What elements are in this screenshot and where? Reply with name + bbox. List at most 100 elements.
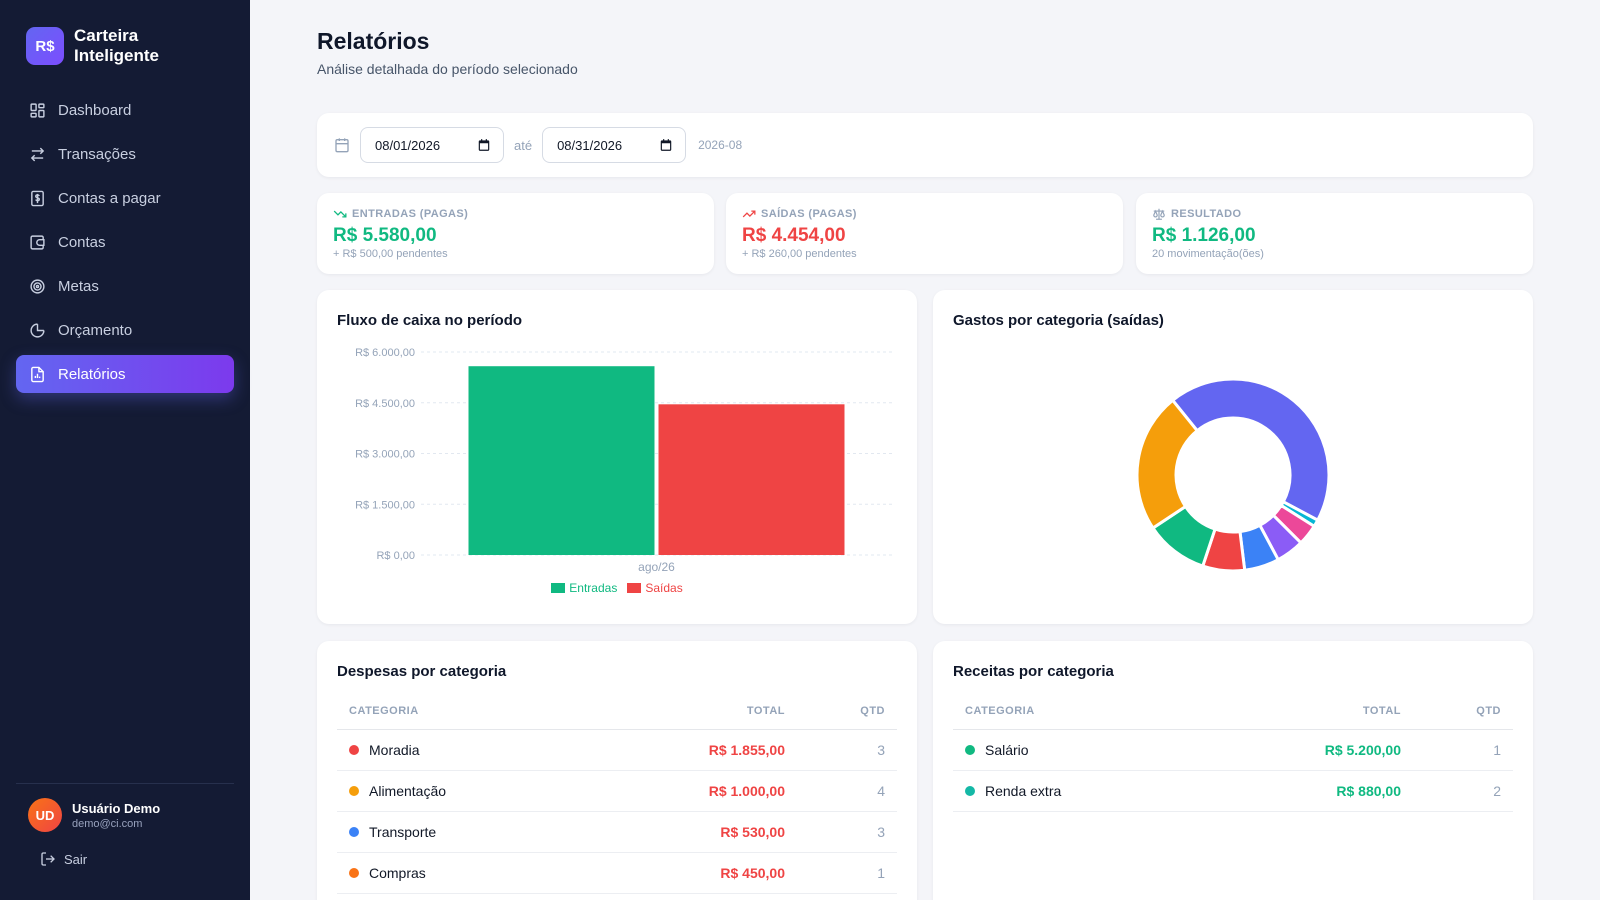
category-name: Alimentação [369, 782, 447, 799]
category-name: Compras [369, 864, 426, 881]
start-date-value: 08/01/2026 [375, 137, 441, 153]
category-dot [965, 744, 975, 755]
legend-label: Entradas [569, 581, 618, 595]
calendar-icon [334, 137, 350, 153]
sidebar-item-contas-a-pagar[interactable]: Contas a pagar [16, 179, 234, 217]
legend-label: Saídas [645, 581, 683, 595]
y-tick-label: R$ 1.500,00 [355, 499, 415, 511]
arrows-swap-icon [28, 145, 46, 163]
total-cell: R$ 1.855,00 [635, 729, 785, 771]
cashflow-bar-chart: R$ 0,00 R$ 1.500,00 R$ 3.000,00 R$ 4.500,00… [355, 347, 892, 574]
stat-sub: 20 movimentação(ões) [1152, 248, 1264, 260]
cashflow-chart-card: Fluxo de caixa no período R$ 0,00 R$ 1.50… [317, 290, 917, 624]
sidebar-item-contas[interactable]: Contas [16, 223, 234, 261]
y-tick-label: R$ 3.000,00 [355, 449, 415, 461]
qty-cell: 4 [785, 770, 897, 812]
chart-title: Fluxo de caixa no período [337, 312, 523, 329]
table-row[interactable]: Alimentação R$ 1.000,00 4 [337, 770, 897, 812]
calendar-picker-icon[interactable] [659, 138, 673, 152]
column-header[interactable]: CATEGORIA [953, 693, 1251, 730]
target-icon [28, 277, 46, 295]
expenses-table: CATEGORIA TOTAL QTD Moradia R$ 1.855,00 3 A… [337, 693, 897, 894]
sidebar-item-metas[interactable]: Metas [16, 267, 234, 305]
category-chart-card: Gastos por categoria (saídas) [933, 290, 1533, 624]
qty-cell: 1 [785, 852, 897, 894]
total-cell: R$ 5.200,00 [1251, 729, 1401, 771]
column-header[interactable]: QTD [785, 693, 897, 730]
donut-slice[interactable] [1135, 398, 1200, 531]
category-name: Renda extra [985, 782, 1062, 799]
table-title: Despesas por categoria [337, 663, 507, 680]
qty-cell: 2 [1401, 770, 1513, 812]
y-tick-label: R$ 4.500,00 [355, 398, 415, 410]
dashboard-icon [28, 101, 46, 119]
trending-down-icon [333, 207, 347, 221]
stat-card-resultado: RESULTADO R$ 1.126,00 20 movimentação(õe… [1136, 193, 1533, 274]
stat-sub: + R$ 500,00 pendentes [333, 248, 448, 260]
sidebar-item-relatorios[interactable]: Relatórios [16, 355, 234, 393]
sidebar-item-transacoes[interactable]: Transações [16, 135, 234, 173]
column-header[interactable]: TOTAL [635, 693, 785, 730]
table-row[interactable]: Renda extra R$ 880,00 2 [953, 770, 1513, 812]
total-cell: R$ 1.000,00 [635, 770, 785, 812]
sidebar-item-orcamento[interactable]: Orçamento [16, 311, 234, 349]
chart-title: Gastos por categoria (saídas) [953, 312, 1164, 329]
sidebar-item-label: Orçamento [58, 321, 133, 339]
legend-item-entradas[interactable]: Entradas [551, 581, 617, 595]
calendar-picker-icon[interactable] [477, 138, 491, 152]
legend-item-saidas[interactable]: Saídas [627, 581, 683, 595]
income-table-card: Receitas por categoria CATEGORIA TOTAL Q… [933, 641, 1533, 900]
stat-sub: + R$ 260,00 pendentes [742, 248, 857, 260]
table-row[interactable]: Moradia R$ 1.855,00 3 [337, 729, 897, 771]
stat-value: R$ 5.580,00 [333, 225, 437, 246]
start-date-input[interactable]: 08/01/2026 [360, 127, 504, 163]
sidebar-item-dashboard[interactable]: Dashboard [16, 91, 234, 129]
sidebar-item-label: Relatórios [58, 365, 126, 383]
stat-value: R$ 4.454,00 [742, 225, 846, 246]
stat-value: R$ 1.126,00 [1152, 225, 1256, 246]
chart-legend: Entradas Saídas [317, 581, 917, 595]
logout-button[interactable]: Sair [40, 851, 87, 867]
table-row[interactable]: Transporte R$ 530,00 3 [337, 811, 897, 853]
category-cell: Transporte [349, 824, 635, 840]
table-row[interactable]: Salário R$ 5.200,00 1 [953, 729, 1513, 771]
category-cell: Compras [349, 865, 635, 881]
sidebar-item-label: Contas [58, 233, 106, 251]
category-dot [349, 826, 359, 837]
column-header[interactable]: QTD [1401, 693, 1513, 730]
category-cell: Renda extra [965, 783, 1251, 799]
table-row[interactable]: Compras R$ 450,00 1 [337, 852, 897, 894]
bar-entradas[interactable] [468, 366, 655, 555]
legend-swatch [627, 583, 642, 593]
column-header[interactable]: TOTAL [1251, 693, 1401, 730]
sidebar-item-label: Transações [58, 145, 136, 163]
brand-logo: R$ [26, 27, 64, 65]
logout-icon [40, 851, 56, 867]
sidebar-divider [16, 783, 234, 784]
category-dot [349, 785, 359, 796]
brand[interactable]: R$ Carteira Inteligente [26, 26, 184, 66]
category-name: Transporte [369, 823, 437, 840]
end-date-input[interactable]: 08/31/2026 [542, 127, 687, 163]
donut-slice[interactable] [1170, 377, 1331, 523]
user-profile[interactable]: UD Usuário Demo demo@ci.com [28, 798, 160, 832]
total-cell: R$ 530,00 [635, 811, 785, 853]
category-cell: Moradia [349, 742, 635, 758]
avatar: UD [28, 798, 62, 832]
bar-saídas[interactable] [658, 404, 845, 555]
date-filter-bar: 08/01/2026 até 08/31/2026 2026-08 [317, 113, 1533, 177]
column-header[interactable]: CATEGORIA [337, 693, 635, 730]
stat-label: SAÍDAS (PAGAS) [761, 208, 857, 220]
category-donut-chart [1135, 377, 1331, 573]
page-title: Relatórios [317, 28, 430, 54]
category-name: Moradia [369, 741, 420, 758]
y-tick-label: R$ 0,00 [376, 550, 415, 562]
end-date-value: 08/31/2026 [557, 137, 623, 153]
category-dot [349, 867, 359, 878]
expenses-table-card: Despesas por categoria CATEGORIA TOTAL Q… [317, 641, 917, 900]
sidebar-item-label: Metas [58, 277, 99, 295]
table-title: Receitas por categoria [953, 663, 1114, 680]
legend-swatch [551, 583, 566, 593]
logout-label: Sair [64, 851, 88, 867]
pie-icon [28, 321, 46, 339]
